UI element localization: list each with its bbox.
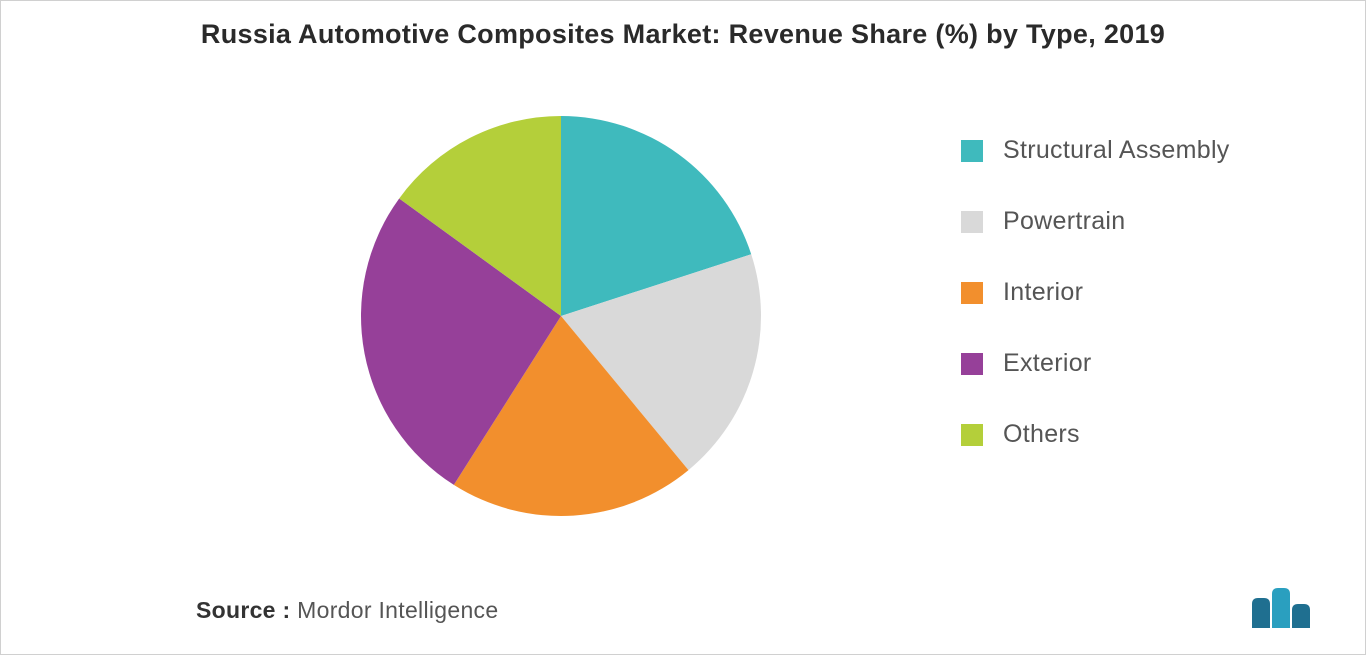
legend-item-2: Interior <box>961 278 1321 307</box>
brand-logo <box>1249 584 1327 632</box>
legend-swatch <box>961 282 983 304</box>
legend-swatch <box>961 140 983 162</box>
legend-item-0: Structural Assembly <box>961 136 1321 165</box>
logo-bar-3 <box>1292 604 1310 628</box>
logo-bar-1 <box>1252 598 1270 628</box>
pie-chart <box>341 96 781 536</box>
source-line: Source : Mordor Intelligence <box>196 597 498 624</box>
source-label: Source : <box>196 597 290 623</box>
chart-container: Russia Automotive Composites Market: Rev… <box>0 0 1366 655</box>
legend-item-1: Powertrain <box>961 207 1321 236</box>
legend-swatch <box>961 353 983 375</box>
legend-label: Powertrain <box>1003 207 1126 236</box>
legend-label: Exterior <box>1003 349 1092 378</box>
logo-bar-2 <box>1272 588 1290 628</box>
chart-title: Russia Automotive Composites Market: Rev… <box>1 19 1365 50</box>
legend-swatch <box>961 424 983 446</box>
legend-item-4: Others <box>961 420 1321 449</box>
legend: Structural Assembly Powertrain Interior Ext… <box>961 136 1321 491</box>
legend-label: Interior <box>1003 278 1083 307</box>
legend-item-3: Exterior <box>961 349 1321 378</box>
legend-label: Structural Assembly <box>1003 136 1230 165</box>
legend-label: Others <box>1003 420 1080 449</box>
legend-swatch <box>961 211 983 233</box>
source-value: Mordor Intelligence <box>297 597 498 623</box>
pie-svg <box>341 96 781 536</box>
logo-icon <box>1249 584 1327 632</box>
